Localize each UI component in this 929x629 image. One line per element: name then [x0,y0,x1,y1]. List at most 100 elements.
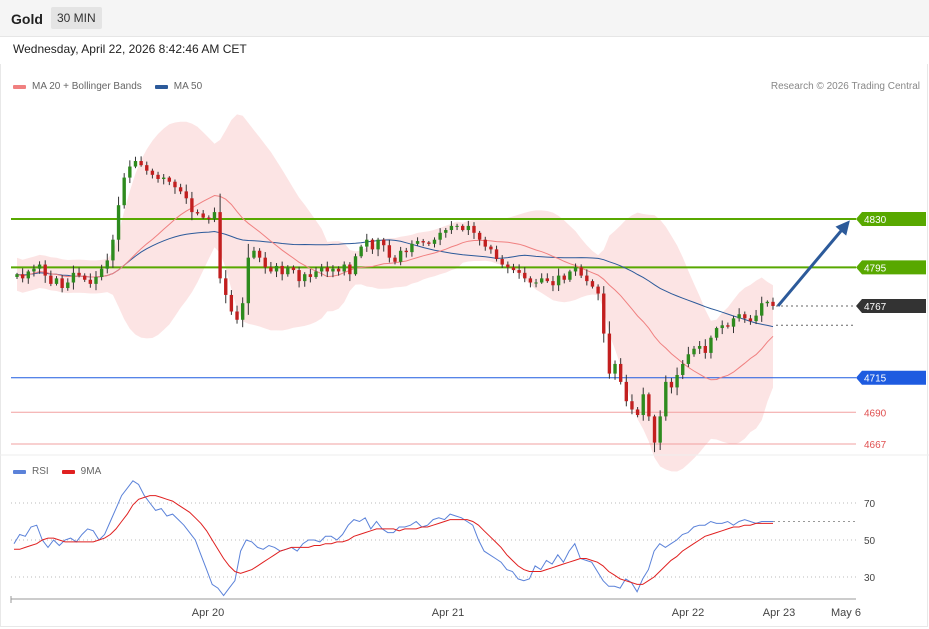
candle [709,335,713,359]
candle-body-down [224,278,228,295]
candle [32,264,36,277]
candle [635,407,640,418]
candle-body-down [20,274,25,279]
candle [743,311,747,323]
candle [201,210,205,220]
candle [269,261,273,274]
candle [184,184,188,204]
candle-body-down [748,318,753,322]
level-4667-label: 4667 [864,440,887,451]
candle-body-down [585,275,589,282]
candle-body-down [404,250,408,253]
candle [348,262,352,282]
candle [66,278,70,291]
candle [314,267,318,279]
legend-label-ma20: MA 20 + Bollinger Bands [32,81,142,92]
ma20-swatch [13,84,26,89]
candle [376,237,380,257]
candle [506,261,510,274]
candle [145,161,149,175]
candle [669,378,674,394]
candle [319,263,324,277]
candle [692,345,696,357]
candle [686,346,691,367]
candle-body-down [195,212,200,214]
timeframe-selector[interactable]: 30 MIN [51,7,102,29]
candle-body-down [500,259,504,265]
candle [483,236,487,251]
candle-body-down [743,314,747,319]
chart-header: Gold 30 MIN [0,0,929,37]
candle [415,237,420,246]
candle [489,244,493,254]
candle [720,320,724,335]
forecast-arrow [776,220,850,307]
candle [590,279,595,289]
legend-label-9ma: 9MA [80,466,102,477]
candle [568,269,572,282]
candle [703,339,707,359]
candle [528,276,533,288]
candle [398,246,403,266]
candle [224,270,228,304]
level-4830-label: 4830 [864,215,887,226]
candle [286,265,290,277]
level-4690-label: 4690 [864,408,887,419]
bollinger-bands [17,114,773,472]
candle-body-down [229,294,234,312]
candle-body-up [534,282,538,284]
candle-body-down [77,272,81,276]
candle [613,360,617,380]
candle [99,264,104,281]
candle [111,234,115,268]
candle [359,244,363,259]
level-4715-tag [856,370,926,385]
candle-body-down [201,213,205,218]
candle [342,261,346,276]
candle [726,322,730,329]
time-axis: Apr 20 Apr 21 Apr 22 Apr 23 May 6 [10,596,861,619]
candle [562,273,566,284]
candle-body-up [686,354,691,364]
candle-body-up [568,271,572,280]
forecast-arrow-shaft [776,224,848,307]
candle [54,276,59,286]
candle [15,272,19,280]
candle-body-up [681,363,685,375]
candle-body-up [111,239,115,261]
candle [466,220,471,236]
candle [737,308,741,322]
candle-body-up [359,246,363,257]
candle [263,252,267,274]
candle-body-up [212,212,217,219]
candle-body-down [602,293,606,334]
candle [246,243,251,315]
candle [675,367,679,396]
candle-body-up [303,274,307,282]
candle [303,272,307,287]
level-4795-tag [856,260,926,275]
candle-body-down [703,345,707,353]
candle [771,297,775,310]
candle-body-down [669,381,674,388]
candle-body-down [579,267,583,276]
candle [714,326,719,341]
candle-body-down [308,274,313,277]
candle-body-down [83,275,87,280]
level-4795-label: 4795 [864,263,887,274]
candle-body-up [353,256,358,275]
candle [438,228,442,246]
candle [161,174,166,185]
candle-body-up [641,394,645,416]
candle-body-down [494,249,499,260]
candle [308,269,313,283]
candle-body-down [156,174,160,179]
candle-body-up [466,225,471,231]
candle-body-down [726,325,730,327]
candle [647,392,651,421]
candle-body-up [697,345,702,349]
candle [88,273,93,288]
candle [641,387,645,421]
candle-body-down [562,275,566,280]
